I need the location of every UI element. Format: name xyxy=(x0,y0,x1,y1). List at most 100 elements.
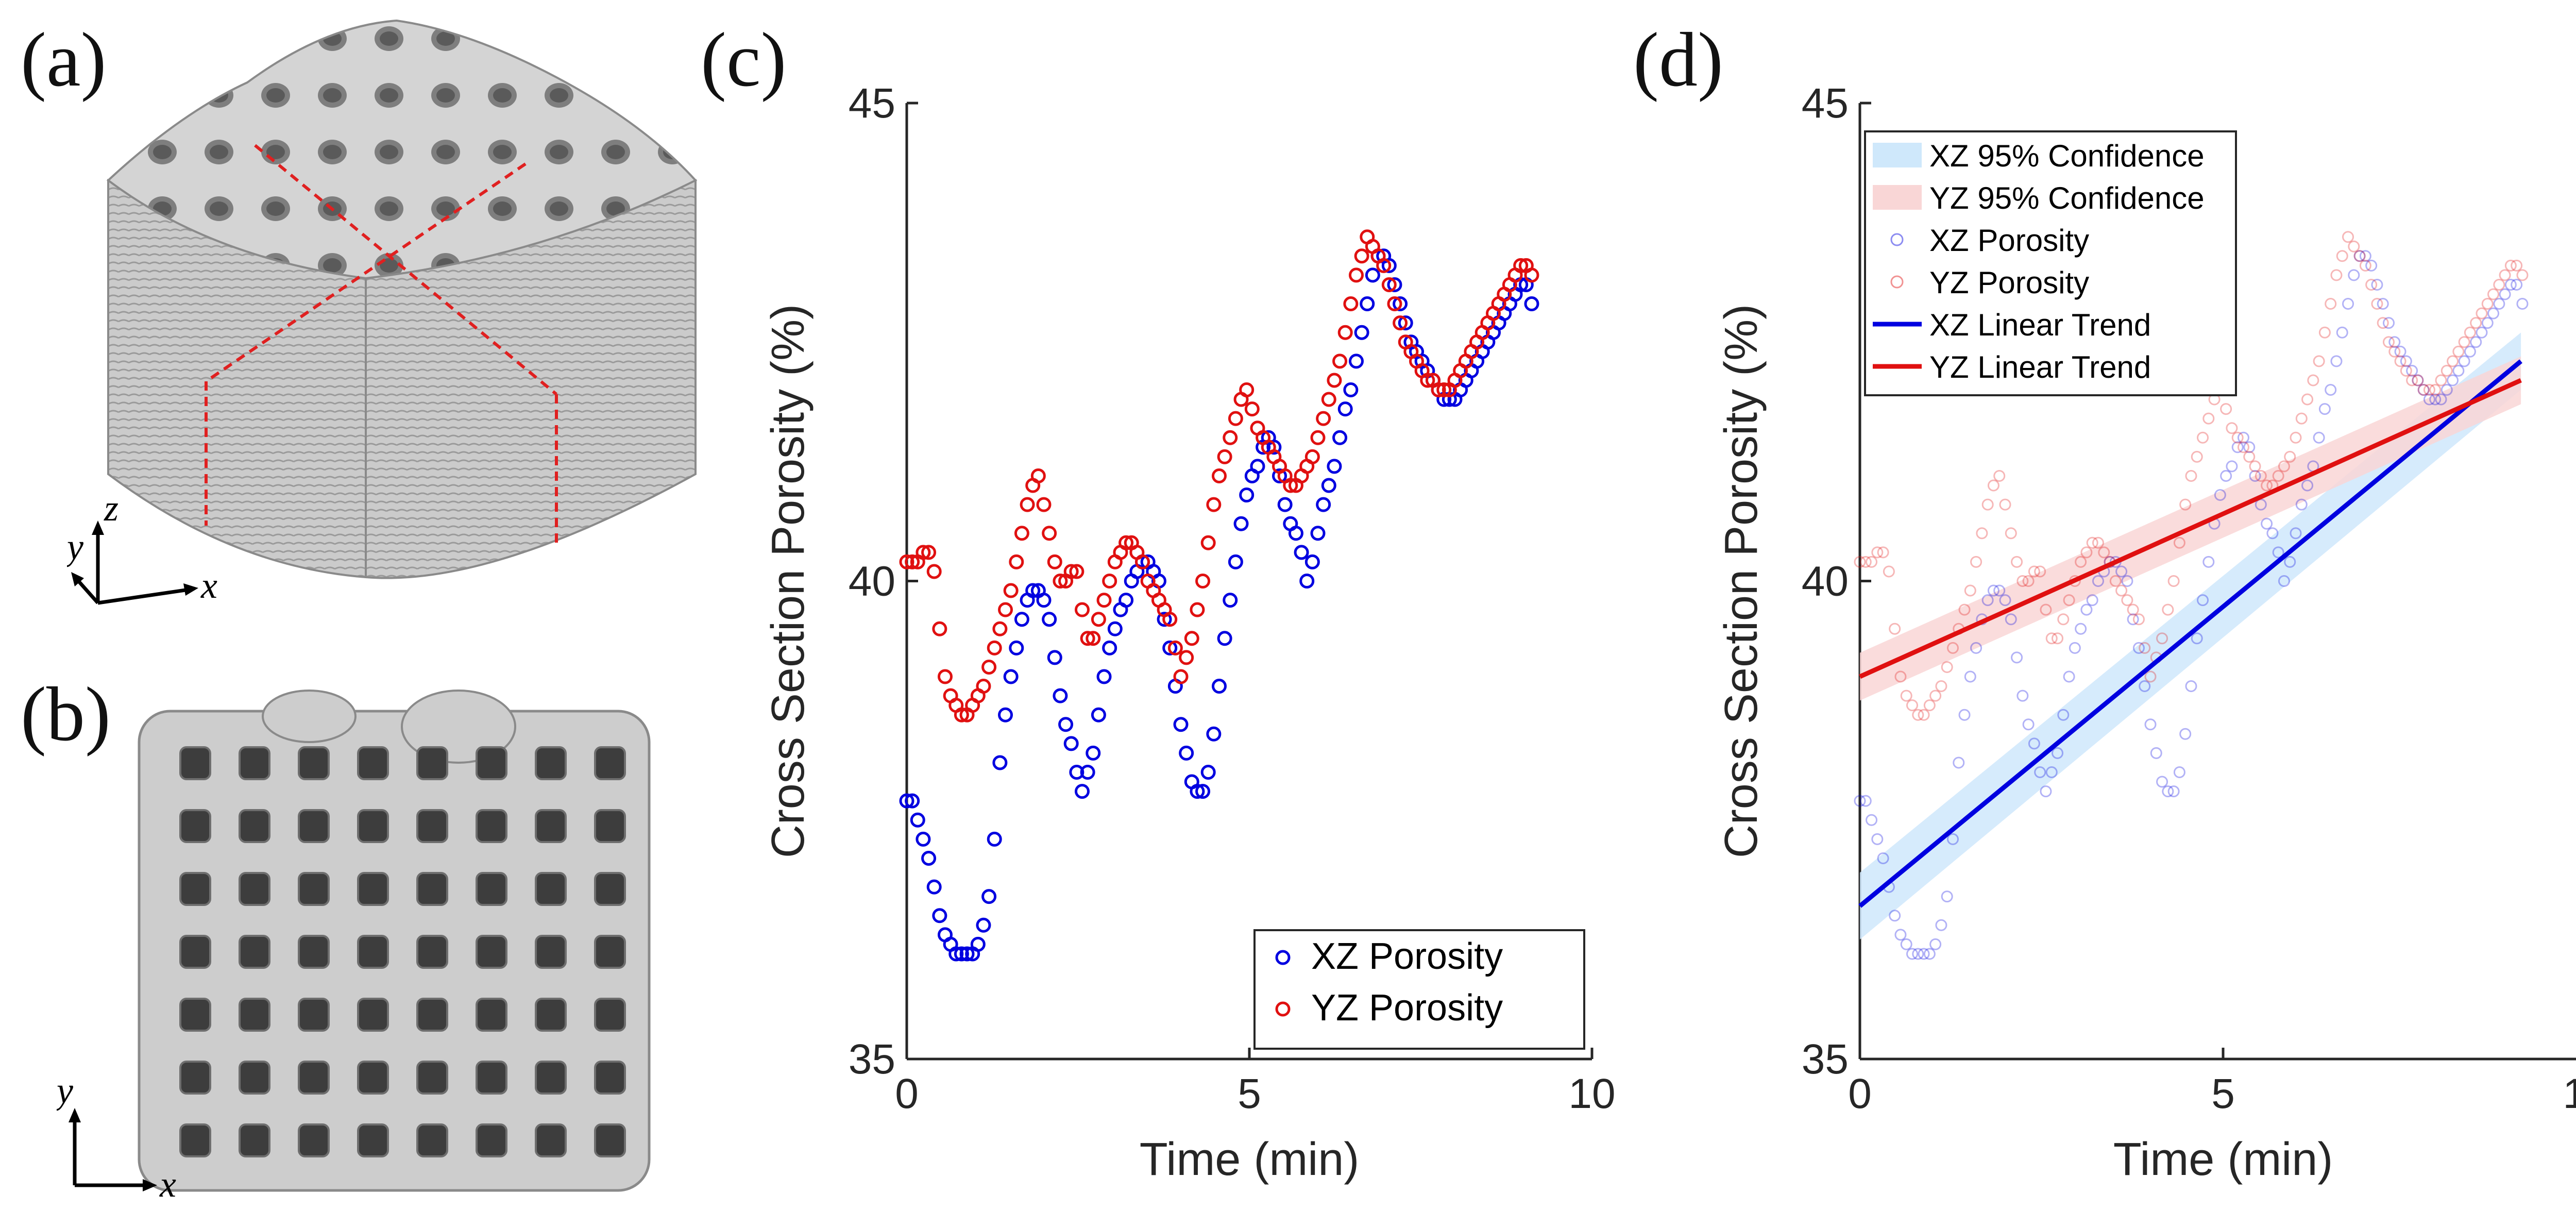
xz-porosity-point-faded xyxy=(2092,575,2104,587)
chart-d-legend: XZ 95% Confidence YZ 95% Confidence XZ P… xyxy=(1864,130,2237,396)
xz-porosity-point xyxy=(1200,765,1216,780)
yz-porosity-point xyxy=(1063,564,1079,579)
yz-porosity-point xyxy=(1387,296,1402,312)
lattice-pore xyxy=(357,998,389,1032)
xz-porosity-point-faded xyxy=(2202,556,2215,568)
yz-porosity-point-faded xyxy=(2301,393,2314,406)
xz-porosity-point xyxy=(1173,717,1189,732)
yz-porosity-point xyxy=(1283,478,1298,493)
chart-d-x-label: Time (min) xyxy=(2113,1134,2333,1185)
yz-porosity-point-faded xyxy=(2476,307,2488,320)
yz-porosity-point-faded xyxy=(2400,364,2412,377)
yz-porosity-point xyxy=(1420,373,1435,388)
xz-porosity-point-faded xyxy=(2052,747,2064,759)
lattice-pore xyxy=(298,998,330,1032)
xz-porosity-point-faded xyxy=(2080,603,2093,616)
scaffold-top-face xyxy=(106,19,698,280)
xz-porosity-point xyxy=(1332,430,1348,445)
chart-d-y-label: Cross Section Porosity (%) xyxy=(1716,304,1767,858)
xz-porosity-point xyxy=(1239,488,1255,503)
xz-porosity-point xyxy=(905,793,920,809)
lattice-pore xyxy=(476,998,507,1032)
xz-porosity-point xyxy=(1086,745,1101,761)
xz-porosity-point-faded xyxy=(1993,584,2006,597)
chart-c-porosity-scatter: 35 40 45 0 5 10 Time (min) Cross Section Poro… xyxy=(762,80,1616,1185)
lattice-pore xyxy=(298,1123,330,1157)
xz-porosity-point xyxy=(954,946,969,962)
scaffold-3d-render xyxy=(106,19,698,579)
yz-porosity-point xyxy=(1074,602,1090,617)
xz-porosity-point xyxy=(1343,382,1359,397)
yz-porosity-point xyxy=(1393,315,1408,331)
xz-porosity-point-faded xyxy=(2063,670,2075,683)
yz-porosity-point xyxy=(1047,554,1062,569)
xz-porosity-point-faded xyxy=(2470,336,2482,348)
xz-porosity-point xyxy=(1014,612,1029,627)
xz-porosity-point-faded xyxy=(2179,728,2192,740)
yz-porosity-point-faded xyxy=(2052,632,2064,645)
yz-porosity-point-faded xyxy=(1894,670,1907,683)
xz-porosity-point-faded xyxy=(2057,709,2070,721)
yz-porosity-point xyxy=(1069,564,1084,579)
xz-porosity-point xyxy=(1042,612,1057,627)
xz-porosity-point-faded xyxy=(2499,288,2511,300)
lattice-pore xyxy=(416,1061,448,1095)
xz-porosity-point xyxy=(959,946,975,962)
xz-porosity-point-faded xyxy=(2464,345,2476,358)
yz-porosity-point-faded xyxy=(2342,231,2354,243)
lattice-pore xyxy=(535,1061,567,1095)
axis-x-label: x xyxy=(200,565,217,606)
yz-porosity-point xyxy=(1332,354,1348,369)
lattice-pore xyxy=(239,1123,270,1157)
lattice-pore xyxy=(535,1123,567,1157)
xz-porosity-point xyxy=(1294,545,1309,560)
yz-porosity-point-faded xyxy=(2121,594,2133,607)
yz-porosity-point xyxy=(905,554,920,569)
yz-porosity-point xyxy=(981,659,997,675)
legend-label-yz: YZ Porosity xyxy=(1311,987,1503,1029)
xz-porosity-point xyxy=(921,850,937,866)
xz-porosity-point-faded xyxy=(2214,489,2226,501)
lattice-pore xyxy=(594,1061,626,1095)
xz-porosity-point-faded xyxy=(1953,757,1965,769)
yz-porosity-point xyxy=(1118,535,1134,550)
xz-porosity-point xyxy=(1190,784,1205,799)
xz-porosity-point-faded xyxy=(2086,594,2098,607)
xz-porosity-point-faded xyxy=(2400,355,2412,367)
yz-porosity-point-faded xyxy=(2284,450,2296,463)
xz-porosity-point xyxy=(1321,478,1336,493)
yz-porosity-point-faded xyxy=(2313,355,2325,367)
xz-porosity-point xyxy=(1288,526,1303,541)
lattice-pore xyxy=(239,998,270,1032)
xz-porosity-point-faded xyxy=(2278,575,2290,587)
lattice-pore xyxy=(179,998,211,1032)
xz-porosity-point-faded xyxy=(1958,709,1971,721)
xz-porosity-point xyxy=(1107,621,1123,636)
xz-porosity-point-faded xyxy=(2388,336,2401,348)
xz-porosity-point-faded xyxy=(2359,250,2371,262)
xz-porosity-point xyxy=(970,936,986,952)
xz-porosity-point-faded xyxy=(1964,670,1976,683)
chart-c-y-label: Cross Section Porosity (%) xyxy=(762,304,814,858)
xz-porosity-point xyxy=(916,831,931,847)
xz-porosity-point-faded xyxy=(1918,948,1930,960)
yz-porosity-point-faded xyxy=(2290,431,2302,444)
scaffold-left-face xyxy=(107,179,367,579)
xz-porosity-point xyxy=(899,793,914,809)
y-tick-label: 35 xyxy=(849,1036,895,1083)
xz-porosity-point xyxy=(1053,688,1068,703)
yz-porosity-point xyxy=(1162,612,1178,627)
yz-porosity-point-faded xyxy=(1871,546,1884,559)
yz-porosity-point xyxy=(1337,325,1353,340)
yz-porosity-point-faded xyxy=(2371,298,2383,310)
lattice-pore xyxy=(476,809,507,843)
xz-porosity-point xyxy=(1063,736,1079,751)
xz-porosity-point-faded xyxy=(2261,517,2273,530)
axis-y-label: y xyxy=(67,526,83,567)
xz-porosity-point-faded xyxy=(2435,393,2447,406)
yz-porosity-point xyxy=(1376,258,1392,273)
xz-porosity-point-faded xyxy=(1929,938,1942,950)
xz-porosity-point xyxy=(1524,296,1539,312)
xz-porosity-point-faded xyxy=(2150,747,2162,759)
yz-porosity-point xyxy=(937,669,953,684)
